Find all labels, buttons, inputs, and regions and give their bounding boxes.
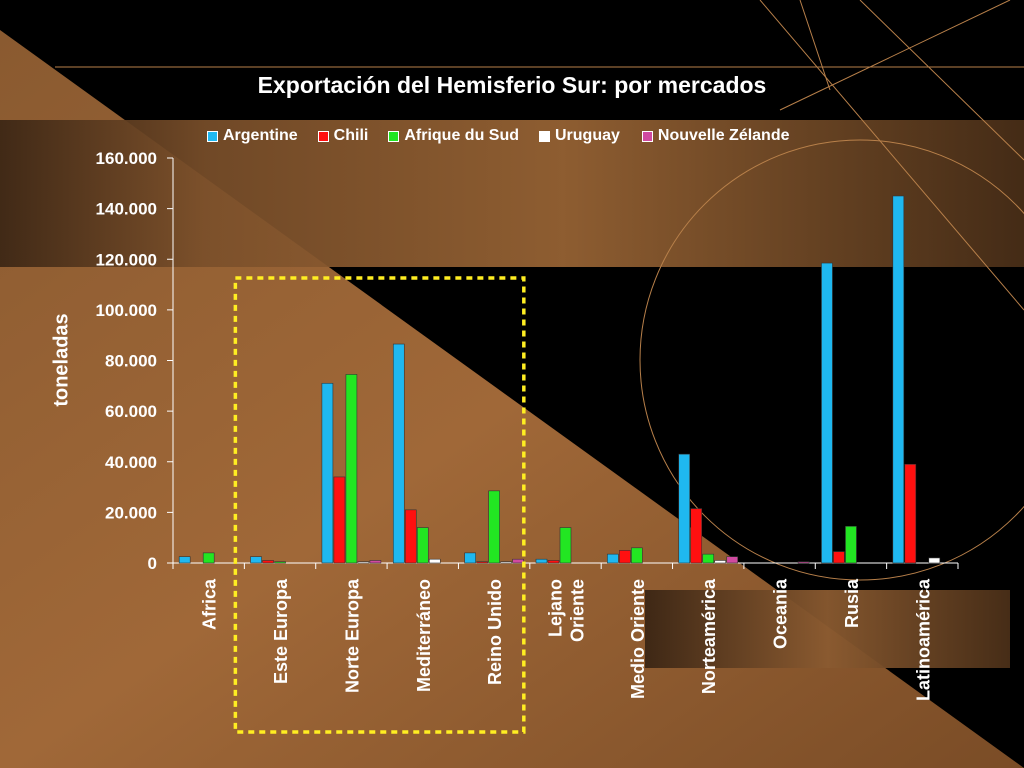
bar-chili-norteamerica bbox=[690, 508, 703, 564]
bar-chili-reino-unido bbox=[476, 561, 488, 564]
x-tick-label-lejano-oriente-2: Oriente bbox=[568, 579, 588, 642]
bar-chili-rusia bbox=[833, 551, 845, 564]
bar-argentine-medio-oriente bbox=[607, 553, 619, 564]
y-tick-label: 40.000 bbox=[105, 453, 157, 472]
bar-chili-este-europa bbox=[262, 560, 274, 564]
bar-uruguay-reino-unido bbox=[500, 561, 512, 564]
legend-swatch-afrique-du-sud bbox=[388, 130, 400, 142]
x-tick-label-oceania: Oceania bbox=[771, 578, 791, 649]
deco-line-diag-1 bbox=[759, 0, 1024, 311]
legend-label-uruguay: Uruguay bbox=[555, 127, 620, 144]
x-tick-label-reino-unido: Reino Unido bbox=[485, 579, 505, 685]
bar-nouvelle-zelande-norte-europa bbox=[369, 560, 382, 564]
bar-argentine-norteamerica bbox=[678, 453, 691, 564]
legend-item-afrique-du-sud: Afrique du Sud bbox=[388, 127, 519, 145]
bar-uruguay-mediterraneo bbox=[428, 558, 441, 564]
highlight-box bbox=[233, 276, 526, 734]
bar-afrique-du-sud-reino-unido bbox=[488, 490, 500, 564]
plot-area: 0 20.000 40.000 60.000 80.000 100.000 120.000 1… bbox=[96, 149, 959, 701]
legend-label-argentine: Argentine bbox=[223, 127, 298, 144]
bar-afrique-du-sud-lejano-oriente bbox=[559, 527, 572, 564]
bar-afrique-du-sud-norteamerica bbox=[702, 553, 715, 564]
legend-item-argentine: Argentine bbox=[207, 127, 298, 145]
y-tick-label: 100.000 bbox=[96, 301, 157, 320]
legend-item-chili: Chili bbox=[317, 127, 369, 145]
bar-chili-lejano-oriente bbox=[547, 560, 560, 564]
bar-argentine-latinoamerica bbox=[892, 195, 905, 564]
bronze-band-top bbox=[0, 120, 1024, 267]
legend-swatch-chili bbox=[317, 130, 329, 142]
x-tick-label-medio-oriente: Medio Oriente bbox=[628, 579, 648, 699]
bar-afrique-du-sud-africa bbox=[202, 552, 215, 564]
bar-chili-latinoamerica bbox=[904, 463, 917, 564]
bar-chili-mediterraneo bbox=[404, 509, 417, 564]
bar-argentine-rusia bbox=[821, 262, 833, 564]
x-tick-label-norteamerica: Norteamérica bbox=[699, 578, 719, 694]
y-tick-label: 60.000 bbox=[105, 402, 157, 421]
bar-argentine-norte-europa bbox=[321, 382, 334, 564]
x-tick-label-mediterraneo: Mediterráneo bbox=[414, 579, 434, 692]
legend: Argentine Chili Afrique du Sud Uruguay N… bbox=[207, 127, 790, 145]
bar-argentine-reino-unido bbox=[464, 552, 476, 564]
y-tick-label: 160.000 bbox=[96, 149, 157, 168]
bar-nouvelle-zelande-norteamerica bbox=[726, 556, 739, 564]
legend-label-afrique-du-sud: Afrique du Sud bbox=[404, 127, 519, 144]
y-tick-label: 80.000 bbox=[105, 352, 157, 371]
bar-argentine-africa bbox=[178, 556, 191, 564]
legend-item-uruguay: Uruguay bbox=[539, 127, 620, 145]
y-tick-label: 120.000 bbox=[96, 250, 157, 269]
bar-afrique-du-sud-medio-oriente bbox=[631, 547, 643, 564]
bar-uruguay-norteamerica bbox=[714, 560, 727, 564]
y-tick-label: 20.000 bbox=[105, 503, 157, 522]
deco-line-diag-3 bbox=[859, 0, 1024, 161]
x-tick-label-norte-europa: Norte Europa bbox=[342, 578, 362, 693]
legend-label-chili: Chili bbox=[333, 127, 369, 144]
bar-argentine-lejano-oriente bbox=[535, 558, 548, 564]
bar-argentine-mediterraneo bbox=[392, 343, 405, 564]
bar-afrique-du-sud-mediterraneo bbox=[416, 527, 429, 564]
y-tick-label: 0 bbox=[148, 554, 157, 573]
bar-nouvelle-zelande-oceania bbox=[797, 561, 810, 564]
x-tick-label-rusia: Rusia bbox=[842, 578, 862, 628]
legend-swatch-uruguay bbox=[539, 130, 550, 142]
bar-afrique-du-sud-rusia bbox=[845, 525, 857, 564]
x-tick-label-africa: Africa bbox=[200, 578, 220, 630]
bar-afrique-du-sud-este-europa bbox=[274, 561, 286, 564]
bar-argentine-este-europa bbox=[250, 556, 262, 564]
chart-title: Exportación del Hemisferio Sur: por merc… bbox=[257, 72, 767, 98]
deco-line-diag-4 bbox=[779, 0, 1011, 111]
bar-uruguay-latinoamerica bbox=[928, 557, 941, 564]
x-tick-label-lejano-oriente-1: Lejano bbox=[546, 579, 566, 637]
legend-item-nouvelle-zelande: Nouvelle Zélande bbox=[641, 127, 790, 145]
legend-swatch-argentine bbox=[207, 130, 218, 142]
bar-uruguay-norte-europa bbox=[357, 561, 370, 564]
x-tick-label-latinoamerica: Latinoamérica bbox=[913, 578, 933, 701]
y-tick-label: 140.000 bbox=[96, 200, 157, 219]
deco-line-diag-2 bbox=[799, 0, 831, 91]
bar-nouvelle-zelande-reino-unido bbox=[512, 558, 524, 564]
x-tick-label-este-europa: Este Europa bbox=[271, 578, 291, 684]
bronze-band-right bbox=[645, 590, 1010, 668]
legend-swatch-nouvelle-zelande bbox=[641, 130, 653, 142]
bar-chili-medio-oriente bbox=[619, 550, 631, 564]
y-axis-label: toneladas bbox=[50, 313, 73, 407]
bar-afrique-du-sud-norte-europa bbox=[345, 374, 358, 564]
legend-label-nouvelle-zelande: Nouvelle Zélande bbox=[657, 127, 790, 144]
bar-chili-norte-europa bbox=[333, 476, 346, 564]
deco-arc bbox=[639, 139, 1024, 581]
